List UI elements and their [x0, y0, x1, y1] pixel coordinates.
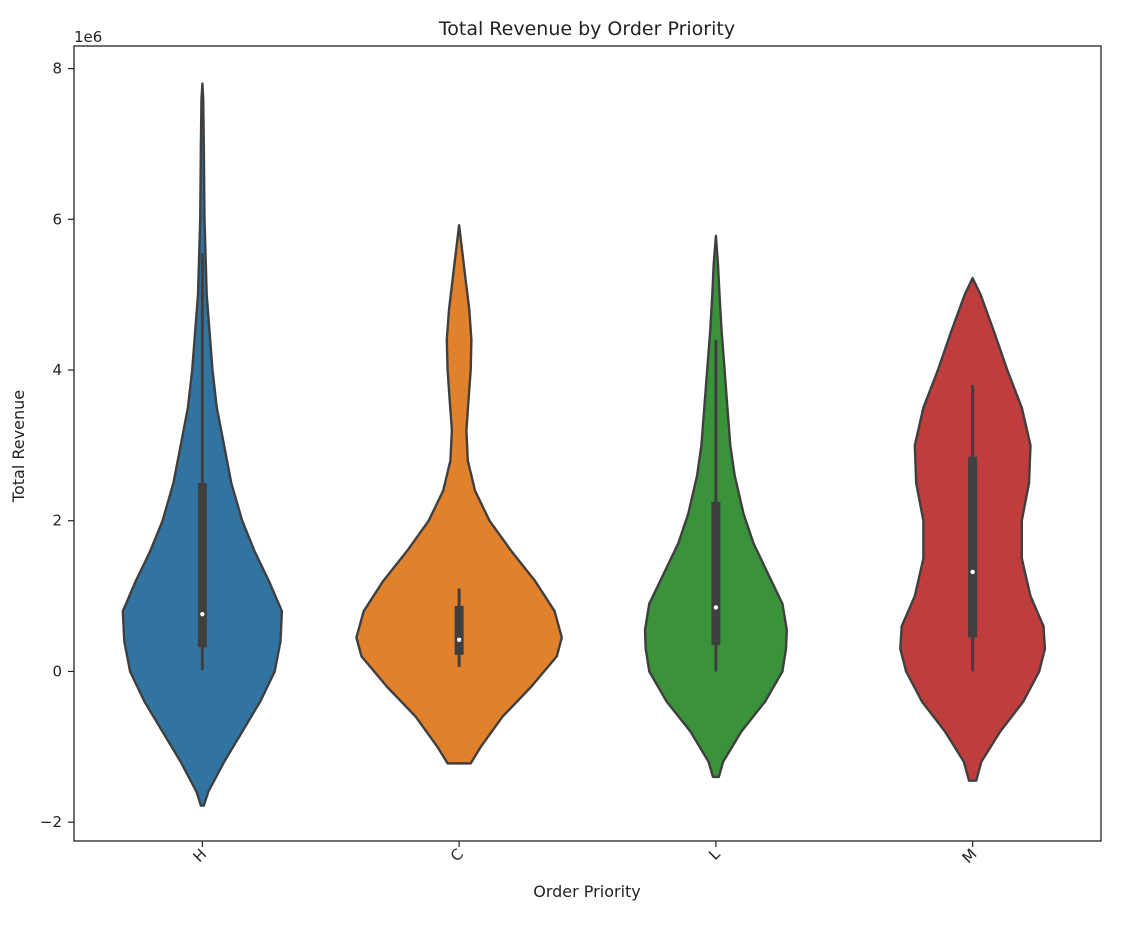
y-tick-label: 8	[52, 60, 62, 78]
x-tick-label: H	[189, 845, 210, 866]
x-axis-label: Order Priority	[533, 882, 641, 901]
y-axis-scale-label: 1e6	[74, 28, 102, 46]
x-tick-label: L	[705, 845, 724, 864]
y-axis-label: Total Revenue	[9, 390, 28, 503]
median-point-M	[970, 569, 975, 575]
violins-layer	[121, 82, 1047, 807]
median-point-C	[456, 637, 462, 643]
y-tick-label: 0	[52, 662, 62, 680]
x-tick-label: M	[959, 845, 981, 867]
median-point-H	[200, 611, 205, 617]
y-tick-label: 6	[52, 210, 62, 228]
y-axis-ticks: −2 0 2 4 6 8	[40, 60, 74, 831]
x-tick-label: C	[447, 845, 467, 865]
iqr-box-C	[454, 605, 464, 655]
violin-C	[355, 224, 563, 765]
iqr-box-M	[968, 456, 978, 638]
iqr-box-L	[711, 501, 721, 646]
iqr-box-H	[197, 483, 207, 648]
y-tick-label: 4	[52, 361, 62, 379]
median-point-L	[713, 605, 719, 610]
plot-area-frame	[73, 45, 1102, 842]
y-tick-label: −2	[40, 813, 62, 831]
y-tick-label: 2	[52, 512, 62, 530]
chart-title: Total Revenue by Order Priority	[438, 18, 735, 40]
